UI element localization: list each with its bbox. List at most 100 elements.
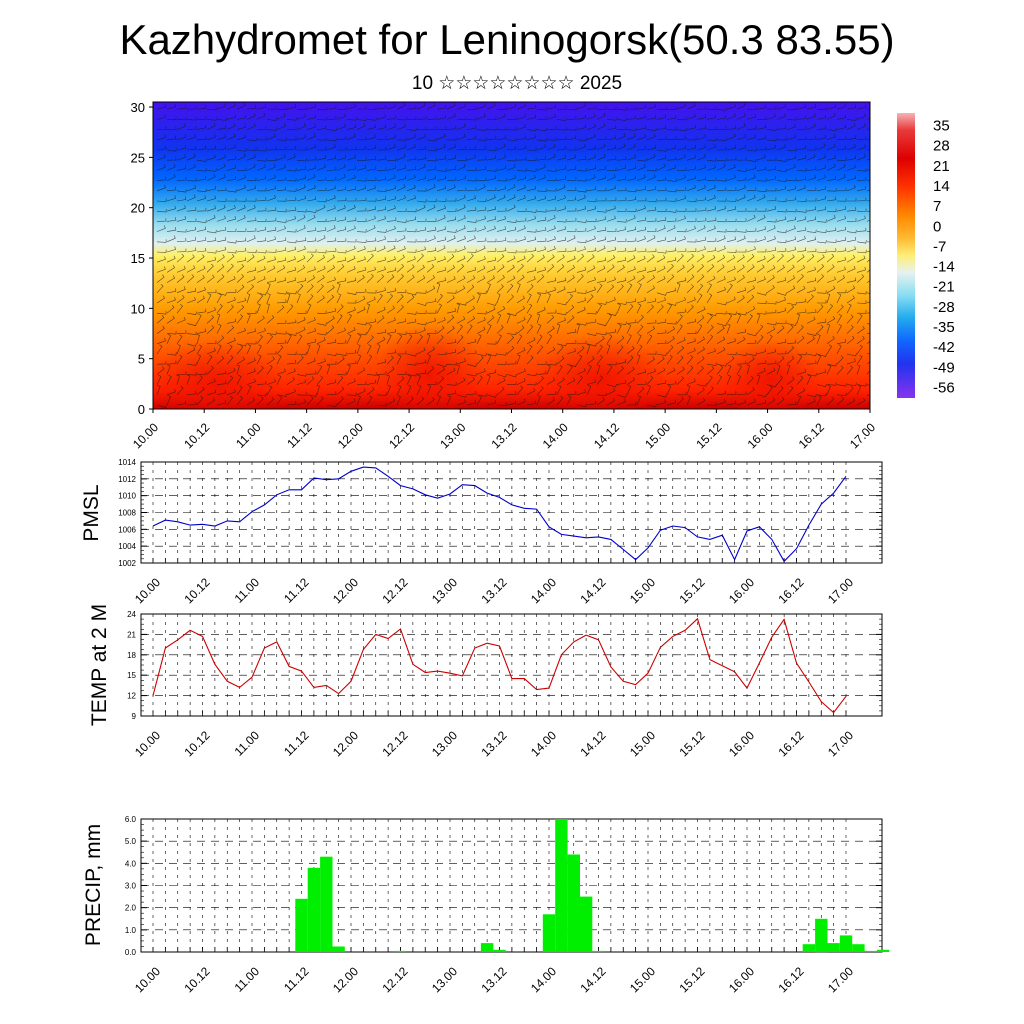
wind-barb [766, 144, 777, 151]
wind-barb [426, 184, 436, 192]
wind-barb [316, 265, 326, 273]
wind-barb [546, 397, 555, 406]
xs-y-tick-label: 5 [138, 352, 145, 367]
wind-barb [296, 310, 307, 314]
wind-barb [196, 354, 201, 365]
wind-barb [296, 106, 307, 111]
wind-barb [806, 104, 817, 110]
wind-barb [506, 238, 517, 243]
wind-barb [586, 145, 597, 151]
wind-barb [286, 359, 297, 365]
wind-barb [606, 334, 613, 344]
wind-barb [276, 219, 287, 223]
wind-barb [316, 227, 327, 232]
wind-barb [226, 228, 237, 232]
wind-barb [446, 113, 456, 120]
wind-barb [696, 365, 704, 375]
wind-barb [396, 371, 407, 375]
wind-barb [746, 356, 755, 365]
wind-barb [236, 247, 247, 253]
wind-barb [436, 363, 447, 368]
wind-barb [846, 207, 857, 212]
precip-bar [876, 949, 890, 952]
wind-barb [156, 218, 167, 222]
wind-barb [466, 324, 473, 334]
wind-barb [456, 235, 466, 243]
wind-barb [266, 331, 277, 335]
wind-barb [506, 145, 517, 151]
wind-barb [426, 275, 436, 283]
wind-barb [616, 359, 627, 365]
wind-barb [226, 304, 234, 314]
wind-barb [846, 104, 857, 110]
wind-barb [406, 396, 414, 406]
wind-barb [206, 365, 214, 375]
wind-barb [326, 144, 336, 151]
wind-barb [366, 395, 373, 406]
wind-barb [436, 334, 444, 345]
wind-barb [646, 228, 657, 232]
wind-barb [756, 367, 766, 375]
wind-barb [446, 390, 457, 396]
wind-barb [786, 185, 797, 192]
wind-barb [296, 214, 306, 222]
wind-barb [236, 356, 246, 365]
wind-barb [326, 237, 337, 243]
wind-barb [486, 265, 496, 273]
wind-barb [346, 124, 357, 130]
wind-barb [326, 325, 335, 334]
wind-barb [456, 204, 466, 212]
pmsl-ylabel: PMSL [80, 484, 103, 541]
wind-barb [396, 153, 406, 161]
wind-barb [546, 177, 557, 182]
wind-barb [666, 218, 677, 222]
wind-barb [766, 175, 777, 181]
wind-barb [636, 334, 642, 344]
wind-barb [316, 274, 325, 283]
wind-barb [286, 277, 297, 283]
wind-barb [826, 363, 837, 367]
wind-barb [786, 324, 794, 334]
wind-barb [796, 335, 805, 345]
wind-barb [706, 312, 717, 317]
wind-barb [786, 216, 797, 222]
wind-barb [656, 125, 667, 130]
wind-barb [516, 378, 526, 385]
wind-barb [676, 375, 685, 385]
wind-barb [666, 237, 677, 243]
wind-barb [676, 103, 686, 110]
wind-barb [456, 187, 467, 192]
wind-barb [496, 185, 507, 192]
wind-barb [576, 340, 587, 345]
wind-barb [216, 323, 222, 334]
wind-barb [646, 326, 656, 334]
wind-barb [516, 135, 527, 141]
wind-barb [596, 354, 604, 365]
wind-barb [246, 185, 257, 192]
wind-barb [767, 157, 777, 161]
wind-barb [406, 330, 417, 334]
wind-barb [806, 372, 817, 377]
wind-barb [506, 264, 515, 273]
wind-barb [856, 123, 866, 130]
colorbar-tick-label: 7 [933, 198, 941, 215]
wind-barb [806, 352, 817, 357]
wind-barb [826, 253, 835, 263]
wind-barb [836, 187, 847, 192]
wind-barb [626, 298, 637, 304]
wind-barb [846, 123, 856, 130]
wind-barb [446, 367, 456, 375]
wind-barb [776, 396, 785, 406]
wind-barb [356, 256, 366, 263]
wind-barb [566, 340, 577, 345]
wind-barb [366, 303, 370, 314]
wind-barb [746, 228, 757, 232]
wind-barb [776, 264, 785, 273]
wind-barb [626, 266, 636, 273]
wind-barb [336, 164, 346, 171]
wind-barb [746, 294, 755, 304]
wind-barb [826, 208, 837, 212]
wind-barb [786, 164, 796, 171]
wind-barb [266, 157, 277, 162]
wind-barb [646, 114, 657, 120]
